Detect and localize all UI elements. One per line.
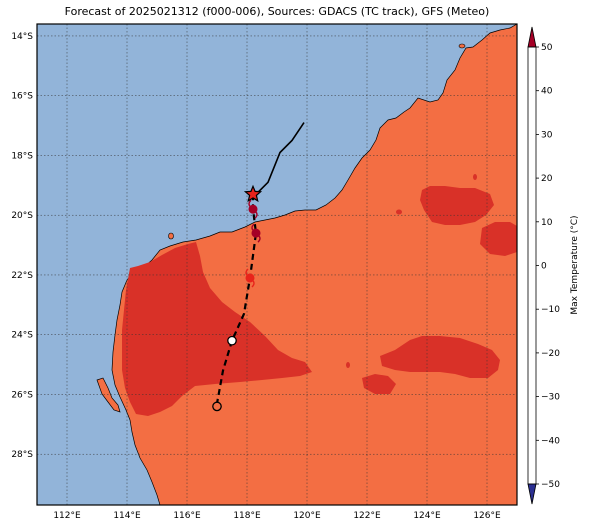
graticule xyxy=(37,24,517,505)
australia-landmass xyxy=(111,24,517,505)
cyclone-tail-icon xyxy=(251,223,255,232)
colorbar-tick-label: 20 xyxy=(541,174,553,184)
island xyxy=(458,43,466,49)
longitude-label: 124°E xyxy=(413,511,441,521)
colorbar-tick-label: −30 xyxy=(541,393,560,403)
latitude-label: 18°S xyxy=(11,151,33,161)
longitude-label: 116°E xyxy=(173,511,201,521)
cyclone-tail-icon xyxy=(251,279,255,288)
hot-region-west xyxy=(122,242,312,416)
colorbar-tick-label: 10 xyxy=(541,218,553,228)
cyclone-tail-icon xyxy=(248,199,252,208)
latitude-label: 26°S xyxy=(11,390,33,400)
hot-spot xyxy=(396,209,402,215)
longitude-label: 112°E xyxy=(53,511,81,521)
colorbar-tick-label: 30 xyxy=(541,130,553,140)
track-point xyxy=(227,335,237,346)
map-title: Forecast of 2025021312 (f000-006), Sourc… xyxy=(64,5,490,18)
latitude-label: 14°S xyxy=(11,32,33,42)
hot-spot xyxy=(346,362,350,368)
colorbar-upper-extend xyxy=(527,26,537,48)
latitude-label: 16°S xyxy=(11,92,33,102)
hot-spot xyxy=(473,174,477,180)
longitude-label: 120°E xyxy=(293,511,321,521)
latitude-label: 28°S xyxy=(11,450,33,460)
colorbar: 50 40 30 20 10 0 −10 −20 −30 −40 −50 Max Temperatu… xyxy=(527,26,580,505)
longitude-label: 118°E xyxy=(233,511,261,521)
longitude-label: 126°E xyxy=(473,511,501,521)
latitude-label: 24°S xyxy=(11,331,33,341)
colorbar-tick-label: −50 xyxy=(541,480,560,490)
latitude-labels: 14°S 16°S 18°S 20°S 22°S 24°S 26°S 28°S xyxy=(11,32,33,460)
colorbar-label: Max Temperature (°C) xyxy=(570,215,580,314)
track-point xyxy=(212,401,222,412)
hot-region-east xyxy=(380,336,500,378)
shark-bay-peninsula xyxy=(96,377,121,413)
cyclone-tail-icon xyxy=(254,210,258,219)
track-points xyxy=(212,199,261,412)
longitude-label: 114°E xyxy=(113,511,141,521)
hot-region-small-2 xyxy=(362,374,396,394)
longitude-labels: 112°E 114°E 116°E 118°E 120°E 122°E 124°E 126°E xyxy=(53,511,501,521)
colorbar-tick-label: −40 xyxy=(541,436,560,446)
colorbar-tick-label: 50 xyxy=(541,43,553,53)
colorbar-tick-label: −10 xyxy=(541,305,560,315)
latitude-label: 20°S xyxy=(11,211,33,221)
cyclone-tail-icon xyxy=(245,268,249,277)
hot-region-small-1 xyxy=(480,222,517,256)
longitude-label: 122°E xyxy=(353,511,381,521)
latitude-label: 22°S xyxy=(11,271,33,281)
colorbar-tick-label: 0 xyxy=(541,262,547,272)
cyclone-tail-icon xyxy=(257,234,261,243)
current-position-star-icon xyxy=(243,184,263,203)
map-frame xyxy=(36,23,518,506)
forecast-track-line xyxy=(215,194,258,404)
colorbar-tick-label: 40 xyxy=(541,87,553,97)
colorbar-tick-label: −20 xyxy=(541,349,560,359)
island xyxy=(168,232,174,240)
colorbar-lower-extend xyxy=(527,483,537,505)
